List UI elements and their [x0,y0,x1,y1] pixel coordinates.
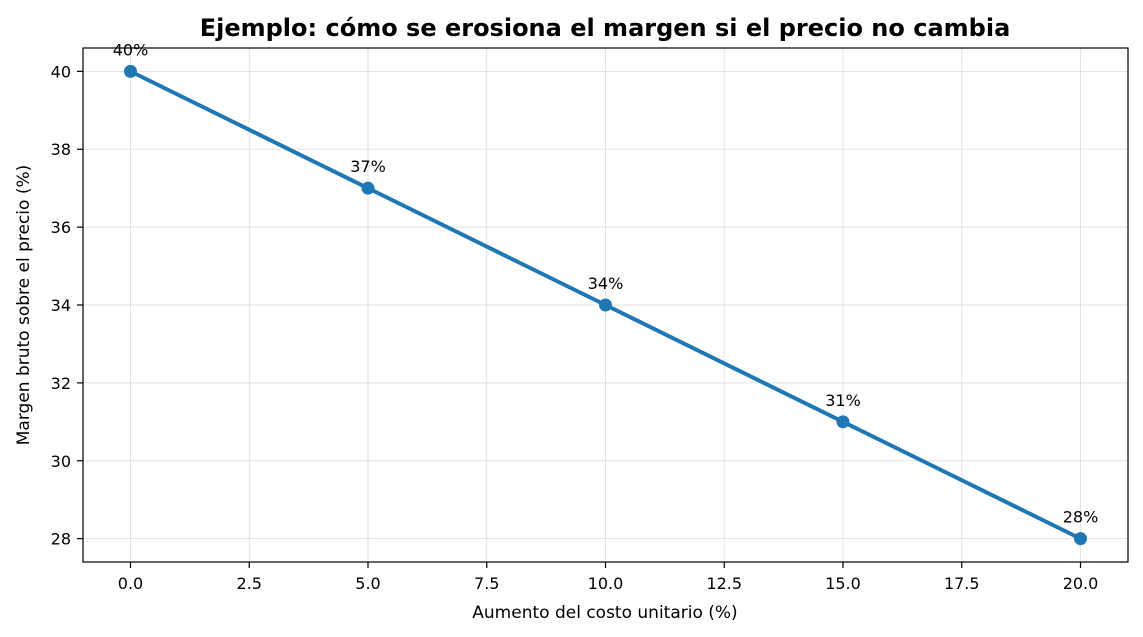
data-label: 40% [113,40,149,59]
x-tick-label: 7.5 [474,574,499,593]
series [124,64,1087,546]
y-tick-label: 34 [51,296,71,315]
x-axis-label: Aumento del costo unitario (%) [472,603,737,623]
x-tick-label: 5.0 [355,574,380,593]
x-tick-label: 10.0 [588,574,624,593]
data-label: 28% [1063,508,1099,527]
data-labels: 40% 37% 34% 31% 28% [113,40,1099,526]
data-point [124,64,137,78]
y-tick-label: 36 [51,218,71,237]
data-label: 37% [350,157,386,176]
y-tick-label: 28 [51,530,71,549]
y-tick-label: 38 [51,140,71,159]
x-tick-label: 2.5 [237,574,262,593]
y-tick-label: 40 [51,62,71,81]
data-label: 31% [825,391,861,410]
x-tick-label: 15.0 [825,574,861,593]
y-axis-label: Margen bruto sobre el precio (%) [14,165,34,446]
data-point [1074,532,1087,546]
axis-ticks: 0.0 2.5 5.0 7.5 10.0 12.5 15.0 17.5 20.0 28 30 32 34… [51,62,1099,593]
x-tick-label: 20.0 [1063,574,1099,593]
x-tick-label: 0.0 [118,574,143,593]
x-tick-label: 12.5 [706,574,742,593]
chart-title: Ejemplo: cómo se erosiona el margen si e… [200,14,1011,42]
data-point [361,181,375,195]
data-point [836,415,850,429]
data-point [599,298,612,312]
plot-frame [82,47,1129,563]
x-tick-label: 17.5 [944,574,980,593]
y-tick-label: 30 [51,452,71,471]
y-tick-label: 32 [51,374,71,393]
data-label: 34% [588,274,624,293]
